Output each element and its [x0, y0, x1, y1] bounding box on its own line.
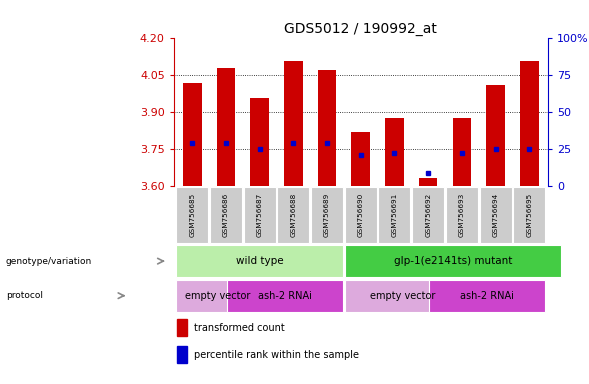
Text: GSM756694: GSM756694 — [492, 193, 498, 237]
Text: GSM756690: GSM756690 — [358, 193, 364, 237]
Text: GSM756689: GSM756689 — [324, 193, 330, 237]
Text: transformed count: transformed count — [194, 323, 285, 333]
Text: GSM756687: GSM756687 — [257, 193, 263, 237]
Text: protocol: protocol — [6, 291, 43, 300]
Bar — [284, 61, 303, 186]
Bar — [487, 85, 505, 186]
Bar — [419, 178, 438, 186]
Text: empty vector: empty vector — [185, 291, 250, 301]
Text: GSM756691: GSM756691 — [392, 193, 398, 237]
Bar — [520, 61, 538, 186]
FancyBboxPatch shape — [244, 187, 276, 243]
Bar — [177, 319, 187, 336]
FancyBboxPatch shape — [227, 280, 343, 311]
FancyBboxPatch shape — [210, 187, 242, 243]
Bar — [318, 70, 336, 186]
Text: GSM756692: GSM756692 — [425, 193, 431, 237]
FancyBboxPatch shape — [479, 187, 512, 243]
FancyBboxPatch shape — [345, 245, 561, 277]
Bar — [250, 98, 269, 186]
Text: ash-2 RNAi: ash-2 RNAi — [258, 291, 312, 301]
Text: GSM756693: GSM756693 — [459, 193, 465, 237]
Text: GSM756695: GSM756695 — [526, 193, 532, 237]
FancyBboxPatch shape — [176, 245, 343, 277]
Bar — [217, 68, 235, 186]
Text: ash-2 RNAi: ash-2 RNAi — [460, 291, 514, 301]
FancyBboxPatch shape — [446, 187, 478, 243]
Text: percentile rank within the sample: percentile rank within the sample — [194, 350, 359, 360]
Text: GSM756685: GSM756685 — [189, 193, 196, 237]
Bar — [385, 119, 403, 186]
FancyBboxPatch shape — [176, 187, 209, 243]
Title: GDS5012 / 190992_at: GDS5012 / 190992_at — [284, 22, 437, 36]
FancyBboxPatch shape — [176, 280, 259, 311]
FancyBboxPatch shape — [379, 187, 411, 243]
Bar — [452, 119, 471, 186]
Text: GSM756686: GSM756686 — [223, 193, 229, 237]
FancyBboxPatch shape — [345, 187, 377, 243]
FancyBboxPatch shape — [345, 280, 461, 311]
FancyBboxPatch shape — [277, 187, 309, 243]
Text: wild type: wild type — [236, 256, 283, 266]
FancyBboxPatch shape — [311, 187, 343, 243]
Text: genotype/variation: genotype/variation — [6, 257, 92, 266]
Text: GSM756688: GSM756688 — [290, 193, 296, 237]
FancyBboxPatch shape — [513, 187, 545, 243]
Text: glp-1(e2141ts) mutant: glp-1(e2141ts) mutant — [394, 256, 512, 266]
FancyBboxPatch shape — [429, 280, 545, 311]
Text: empty vector: empty vector — [370, 291, 436, 301]
Bar — [183, 83, 201, 186]
Bar — [352, 132, 370, 186]
Bar — [177, 346, 187, 363]
FancyBboxPatch shape — [412, 187, 444, 243]
